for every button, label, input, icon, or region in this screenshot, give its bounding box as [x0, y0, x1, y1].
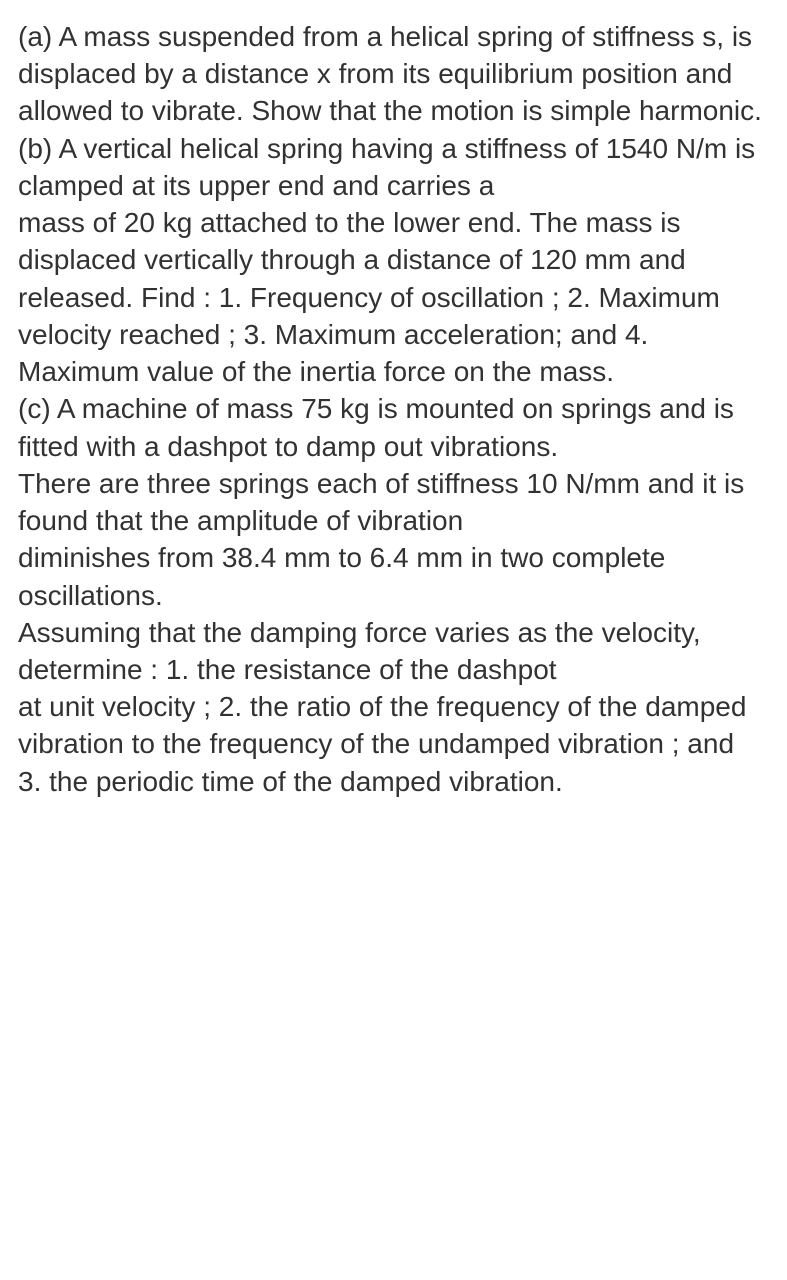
- paragraph-c-assume: Assuming that the damping force varies a…: [18, 614, 763, 688]
- paragraph-c-questions: at unit velocity ; 2. the ratio of the f…: [18, 688, 763, 800]
- paragraph-b-intro: (b) A vertical helical spring having a s…: [18, 130, 763, 204]
- paragraph-b-body: mass of 20 kg attached to the lower end.…: [18, 204, 763, 390]
- paragraph-c-springs: There are three springs each of stiffnes…: [18, 465, 763, 539]
- paragraph-a: (a) A mass suspended from a helical spri…: [18, 18, 763, 130]
- paragraph-c-diminish: diminishes from 38.4 mm to 6.4 mm in two…: [18, 539, 763, 613]
- paragraph-c-intro: (c) A machine of mass 75 kg is mounted o…: [18, 390, 763, 464]
